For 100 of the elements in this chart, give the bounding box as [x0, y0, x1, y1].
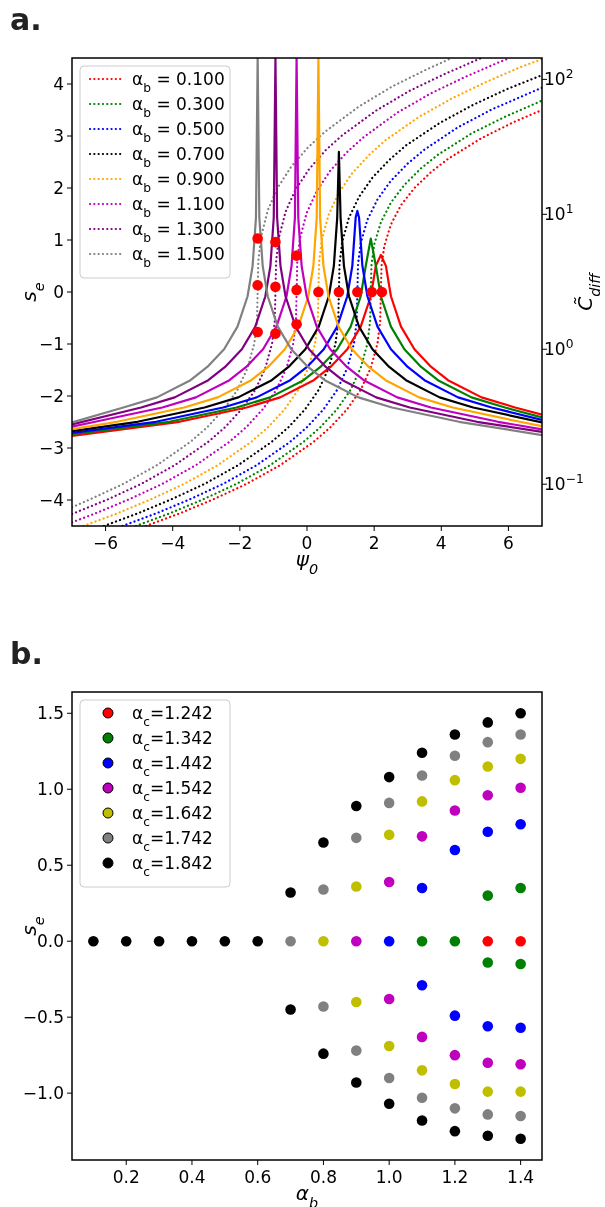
point	[352, 286, 363, 298]
point	[416, 1065, 428, 1076]
point	[270, 236, 281, 248]
point	[291, 250, 302, 261]
chart-title: b.	[10, 636, 43, 671]
point	[383, 771, 395, 783]
point	[285, 935, 296, 947]
point	[515, 1110, 526, 1122]
point	[366, 286, 378, 298]
point	[482, 736, 494, 748]
point	[252, 279, 263, 291]
point	[449, 805, 461, 816]
point	[515, 729, 526, 740]
x-tick-label: 4	[435, 533, 447, 553]
point	[515, 707, 526, 719]
y-tick-label: 3	[53, 126, 64, 146]
point	[449, 1010, 461, 1021]
point	[291, 284, 302, 296]
point	[186, 935, 198, 947]
point	[482, 790, 494, 801]
legend-label: α$_{c}$=1.342	[132, 728, 213, 754]
legend-label: α$_{c}$=1.742	[132, 828, 213, 854]
point	[515, 882, 526, 894]
point	[482, 935, 494, 947]
point	[515, 818, 526, 830]
x-tick-label: 0.2	[112, 1167, 140, 1187]
point	[416, 831, 428, 842]
point	[318, 935, 329, 947]
point	[351, 832, 362, 844]
y-tick-label: −1	[38, 334, 64, 354]
point	[449, 935, 461, 947]
point	[120, 935, 132, 947]
legend-label: α$_{c}$=1.442	[132, 753, 213, 779]
point	[252, 326, 263, 338]
x-tick-label: 0.6	[244, 1167, 272, 1187]
y-tick-label: −1.0	[22, 1083, 64, 1104]
point	[383, 1072, 395, 1084]
legend-label: α$_{b}$ = 0.900	[132, 169, 225, 195]
y-tick-label: 4	[53, 74, 64, 94]
point	[482, 717, 494, 728]
point	[252, 935, 263, 947]
y2-tick-label: 10$^{2}$	[544, 67, 574, 90]
point	[383, 935, 395, 947]
point	[482, 826, 494, 838]
point	[383, 1098, 395, 1110]
point	[285, 1004, 296, 1015]
point	[219, 935, 231, 947]
legend-label: α$_{b}$ = 1.300	[132, 219, 225, 245]
legend-label: α$_{b}$ = 1.500	[132, 244, 225, 270]
y-tick-label: 1.5	[36, 703, 64, 724]
point	[416, 1115, 428, 1126]
point	[482, 957, 494, 968]
point	[515, 958, 526, 970]
point	[351, 996, 362, 1008]
point	[449, 844, 461, 856]
point	[383, 993, 395, 1005]
legend-label: α$_{c}$=1.242	[132, 703, 213, 729]
point	[351, 935, 362, 947]
point	[270, 328, 281, 339]
point	[333, 286, 345, 298]
point	[376, 286, 388, 298]
point	[351, 1045, 362, 1056]
legend-label: α$_{c}$=1.842	[132, 853, 213, 879]
point	[416, 1031, 428, 1043]
point	[383, 1040, 395, 1052]
point	[449, 1125, 461, 1137]
point	[482, 1109, 494, 1120]
y2-tick-label: 10$^{−1}$	[544, 472, 584, 495]
point	[291, 318, 302, 330]
point	[482, 1057, 494, 1069]
x-tick-label: 1.4	[507, 1167, 535, 1187]
y-tick-label: 0.0	[36, 931, 64, 952]
point	[416, 979, 428, 991]
point	[318, 837, 329, 848]
legend-label: α$_{b}$ = 1.100	[132, 194, 225, 220]
chart-title: a.	[10, 2, 42, 37]
point	[416, 770, 428, 781]
y-tick-label: 1.0	[36, 779, 64, 800]
point	[449, 774, 461, 786]
point	[482, 761, 494, 772]
point	[416, 1092, 428, 1103]
x-tick-label: −2	[227, 533, 253, 553]
point	[416, 935, 428, 947]
legend-label: α$_{c}$=1.642	[132, 803, 213, 829]
point	[449, 1078, 461, 1090]
point	[351, 1077, 362, 1088]
point	[515, 1086, 526, 1097]
point	[449, 750, 461, 762]
y-tick-label: 1	[53, 230, 64, 250]
x-tick-label: 6	[503, 533, 514, 553]
point	[449, 729, 461, 740]
point	[416, 882, 428, 894]
legend-label: α$_{b}$ = 0.300	[132, 94, 225, 120]
point	[416, 796, 428, 807]
y-tick-label: 0	[53, 282, 64, 302]
point	[318, 884, 329, 895]
point	[515, 782, 526, 794]
y-tick-label: −0.5	[22, 1007, 64, 1028]
legend-label: α$_{b}$ = 0.100	[132, 69, 225, 95]
point	[313, 286, 324, 298]
